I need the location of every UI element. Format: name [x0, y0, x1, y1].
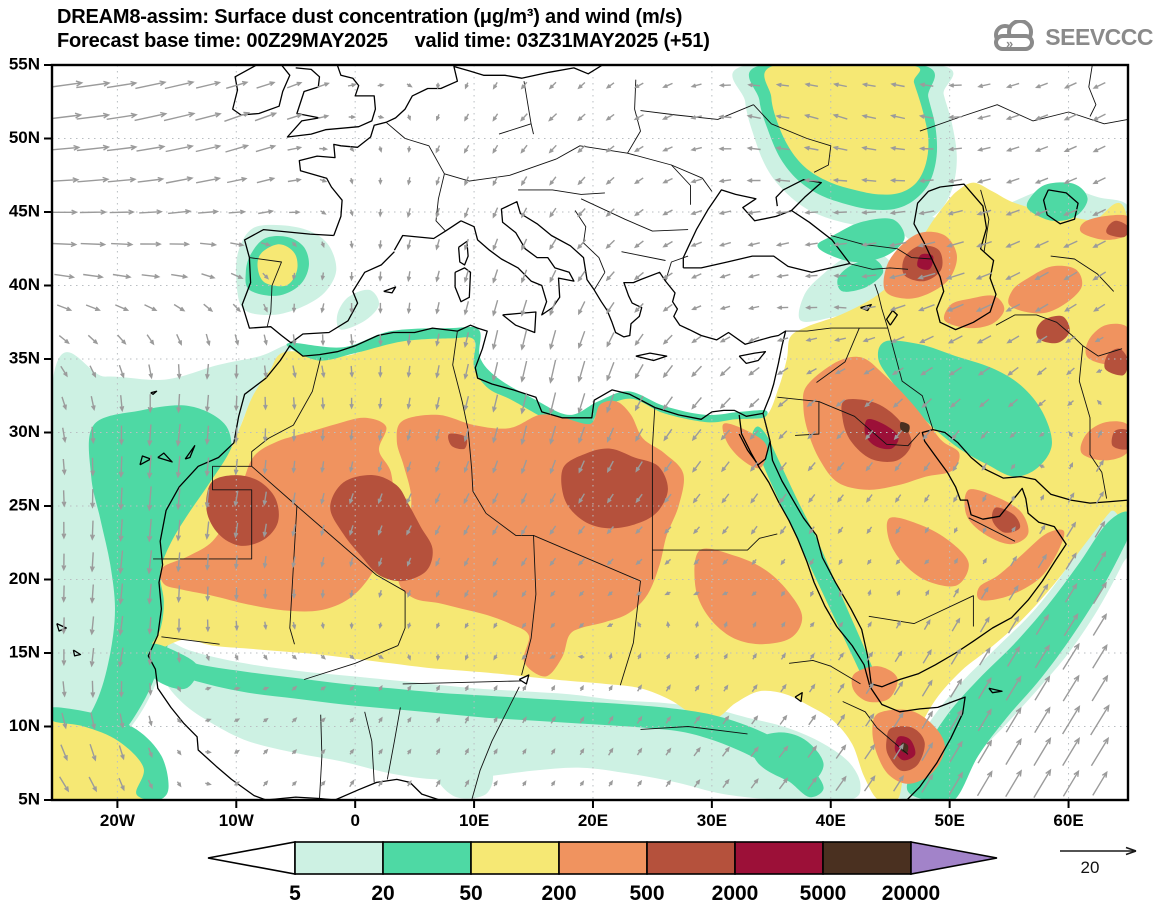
axis-ticks: 55N 50N 45N 40N 35N 30N 25N 20N 15N 10N 5N 20W 10W 0 1… — [9, 54, 1084, 830]
dust-region-topright-brick — [1106, 220, 1128, 238]
dust-region-secorner-brick — [1111, 429, 1128, 450]
svg-text:200: 200 — [541, 882, 576, 905]
svg-text:20: 20 — [371, 882, 394, 905]
dust-region-oman-coast-salmon — [976, 529, 1065, 601]
svg-text:20N: 20N — [9, 569, 40, 588]
svg-text:60E: 60E — [1053, 811, 1083, 830]
svg-text:»: » — [1006, 36, 1013, 51]
svg-text:15N: 15N — [9, 642, 40, 661]
dust-region-atlantic-sw-yellow — [52, 715, 161, 800]
svg-text:5: 5 — [289, 882, 301, 905]
seevccc-logo: » SEEVCCC — [989, 20, 1153, 54]
dust-region-atlantic-core-teal — [52, 405, 232, 787]
dust-region-libya-egypt-brick — [561, 448, 668, 529]
chart-subtitle: Forecast base time: 00Z29MAY2025 valid t… — [57, 30, 710, 52]
chart-title: DREAM8-assim: Surface dust concentration… — [57, 6, 683, 28]
dust-region-atlantic-sw-teal-arc — [52, 707, 169, 800]
dust-region-iraq-crimson — [864, 418, 899, 450]
svg-text:20E: 20E — [578, 811, 608, 830]
dust-region-uae-brick — [991, 507, 1021, 533]
svg-text:50N: 50N — [9, 128, 40, 147]
wind-reference-arrow — [1060, 846, 1137, 856]
dust-region-anatolia-small-teal — [837, 258, 884, 292]
dust-region-red-sea-teal — [752, 426, 879, 693]
colorbar-legend: 5 20 50 200 500 2000 5000 20000 — [207, 841, 998, 905]
dust-region-rightedge-brick — [1104, 348, 1128, 376]
svg-text:25N: 25N — [9, 495, 40, 514]
svg-text:35N: 35N — [9, 348, 40, 367]
svg-text:45N: 45N — [9, 201, 40, 220]
dust-region-guinea-pale — [434, 745, 494, 799]
wind-reference-value: 20 — [1080, 858, 1100, 877]
dust-region-arabia-coast-teal — [906, 511, 1128, 800]
dust-region-ethiopia-teal — [750, 732, 824, 786]
dust-region-georgia-teal — [817, 218, 905, 263]
dust-region-med-fringe-teal — [286, 326, 768, 432]
svg-text:0: 0 — [350, 811, 359, 830]
dust-region-east-spain-pale — [336, 289, 380, 330]
svg-text:500: 500 — [629, 882, 664, 905]
svg-text:2000: 2000 — [712, 882, 759, 905]
dust-region-senegal-teal — [146, 643, 199, 690]
svg-text:10E: 10E — [459, 811, 489, 830]
svg-text:55N: 55N — [9, 54, 40, 73]
svg-text:40E: 40E — [816, 811, 846, 830]
svg-text:20000: 20000 — [882, 882, 940, 905]
dust-region-turkmen-salmon — [1008, 265, 1083, 314]
logo-text: SEEVCCC — [1045, 23, 1153, 50]
dust-region-ukraine-core-yellow — [764, 65, 929, 195]
dust-region-mauritania-brick — [206, 475, 279, 546]
svg-text:50: 50 — [459, 882, 482, 905]
svg-text:5N: 5N — [18, 789, 40, 808]
dust-region-south-caspian-salmon — [943, 295, 1005, 329]
dust-region-turkmen-brick — [1036, 315, 1070, 344]
svg-text:30N: 30N — [9, 422, 40, 441]
svg-text:10N: 10N — [9, 716, 40, 735]
wind-vectors — [52, 80, 1110, 798]
svg-text:50E: 50E — [935, 811, 965, 830]
svg-text:40N: 40N — [9, 275, 40, 294]
dust-region-caucasus-crimson — [917, 253, 934, 270]
dust-region-sudan-salmon — [694, 548, 803, 645]
svg-text:30E: 30E — [697, 811, 727, 830]
dust-region-ghadames-brick — [448, 433, 468, 450]
svg-text:5000: 5000 — [800, 882, 847, 905]
svg-text:10W: 10W — [219, 811, 255, 830]
dust-region-kuwait-darkbrown — [899, 422, 910, 433]
dust-region-central-arabia-salmon — [886, 517, 969, 587]
cloud-icon: » — [994, 20, 1035, 51]
svg-text:20W: 20W — [100, 811, 136, 830]
